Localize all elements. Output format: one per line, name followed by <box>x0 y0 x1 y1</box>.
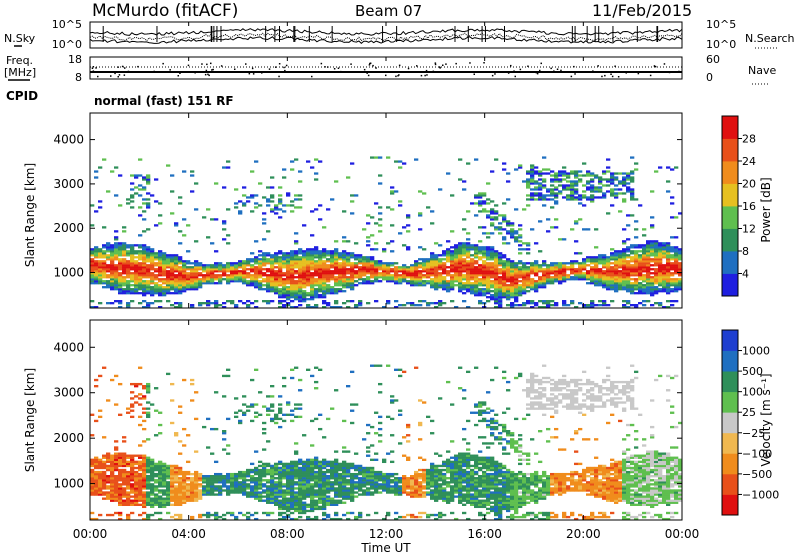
freq-tick-bottom: 8 <box>75 71 82 84</box>
noise-left-tick-bottom: 10^0 <box>52 38 82 51</box>
velocity-ytick-label: 4000 <box>53 340 84 354</box>
velocity-colorbar-tick: 1000 <box>742 345 770 358</box>
x-axis: 00:00 04:00 08:00 12:00 16:00 20:00 00:00 <box>73 22 700 541</box>
freq-traces <box>90 62 682 78</box>
power-colorbar-tick: 28 <box>742 133 756 146</box>
velocity-colorbar-tick: 100 <box>742 386 763 399</box>
velocity-colorbar-tick: −25 <box>742 427 765 440</box>
power-heatmap <box>90 156 683 309</box>
nave-label: Nave <box>748 64 776 77</box>
x-tick-label: 00:00 <box>665 527 700 541</box>
power-colorbar-tick: 4 <box>742 268 749 281</box>
power-colorbar-tick: 16 <box>742 200 756 213</box>
freq-label-1: Freq. <box>6 54 33 67</box>
nave-tick-top: 60 <box>706 53 720 66</box>
power-ytick-label: 2000 <box>53 221 84 235</box>
noise-search-label: N.Search <box>745 32 795 45</box>
velocity-colorbar-tick: −100 <box>742 447 772 460</box>
noise-left-tick-top: 10^5 <box>52 18 82 31</box>
noise-sky-label: N.Sky <box>4 32 36 45</box>
velocity-ytick-label: 1000 <box>53 477 84 491</box>
power-colorbar-label: Power [dB] <box>759 177 773 242</box>
x-tick-label: 16:00 <box>467 527 502 541</box>
x-tick-label: 04:00 <box>171 527 206 541</box>
power-ylabel: Slant Range [km] <box>23 163 37 267</box>
power-ytick-label: 1000 <box>53 266 84 280</box>
power-y-axis: 1000 2000 3000 4000 <box>53 133 682 280</box>
velocity-ylabel: Slant Range [km] <box>23 368 37 472</box>
x-tick-label: 20:00 <box>566 527 601 541</box>
velocity-y-axis: 1000 2000 3000 4000 <box>53 340 682 491</box>
beam-title: Beam 07 <box>355 2 422 20</box>
velocity-colorbar: 1000 500 100 25 −25 −100 −500 −1000 <box>721 329 779 516</box>
power-colorbar-tick: 20 <box>742 178 756 191</box>
power-colorbar-tick: 24 <box>742 155 756 168</box>
power-ytick-label: 3000 <box>53 177 84 191</box>
velocity-ytick-label: 3000 <box>53 386 84 400</box>
freq-tick-top: 18 <box>68 53 82 66</box>
velocity-colorbar-tick: 25 <box>742 406 756 419</box>
date-title: 11/Feb/2015 <box>592 1 692 20</box>
x-tick-label: 12:00 <box>369 527 404 541</box>
velocity-colorbar-tick: −500 <box>742 468 772 481</box>
velocity-colorbar-tick: −1000 <box>742 488 779 501</box>
x-tick-label: 00:00 <box>73 527 108 541</box>
power-ytick-label: 4000 <box>53 133 84 147</box>
cpid-label: CPID <box>6 89 38 103</box>
noise-traces <box>89 26 683 44</box>
x-tick-label: 08:00 <box>270 527 305 541</box>
noise-right-tick-top: 10^5 <box>706 18 736 31</box>
freq-label-2: [MHz] <box>4 66 36 79</box>
power-colorbar-tick: 8 <box>742 245 749 258</box>
velocity-colorbar-label: Velocity [m s⁻¹] <box>759 373 773 466</box>
x-axis-label: Time UT <box>360 541 411 554</box>
velocity-heatmap <box>90 364 683 521</box>
velocity-colorbar-tick: 500 <box>742 365 763 378</box>
nave-tick-bottom: 0 <box>706 71 713 84</box>
station-title: McMurdo (fitACF) <box>92 1 238 21</box>
freq-strip: Freq. [MHz] 18 8 60 0 Nave <box>4 53 776 85</box>
power-panel: 1000 2000 3000 4000 Slant Range [km] 4 8 12 16… <box>23 112 773 309</box>
power-colorbar: 4 8 12 16 20 24 28 <box>721 115 756 297</box>
power-colorbar-tick: 12 <box>742 223 756 236</box>
noise-strip: N.Sky 10^5 10^0 10^5 10^0 N.Search <box>4 18 795 51</box>
noise-right-tick-bottom: 10^0 <box>706 38 736 51</box>
cpid-value: normal (fast) 151 RF <box>94 94 234 108</box>
velocity-ytick-label: 2000 <box>53 431 84 445</box>
velocity-panel: 1000 2000 3000 4000 Slant Range [km] 1000 50… <box>23 319 779 521</box>
